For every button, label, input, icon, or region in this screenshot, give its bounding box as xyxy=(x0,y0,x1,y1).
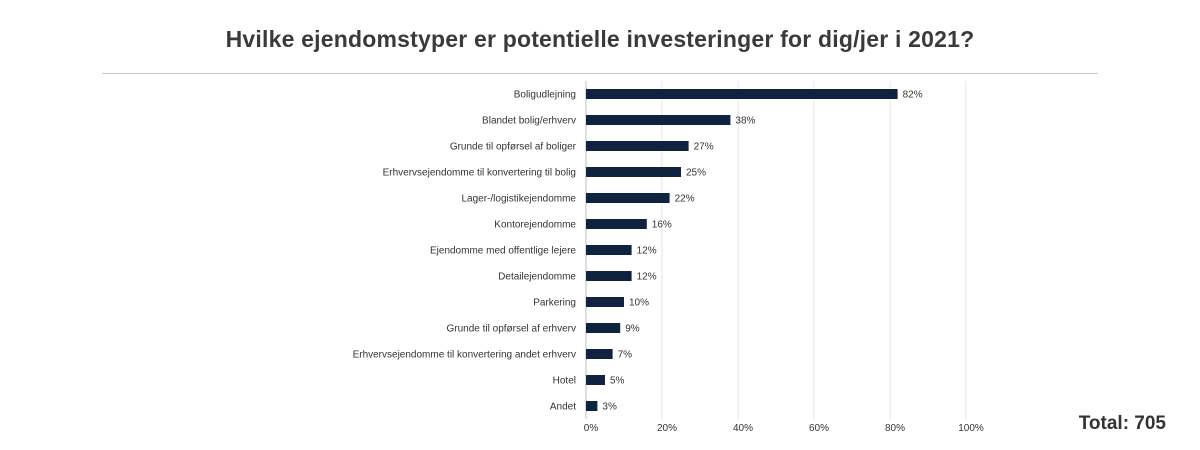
category-labels: Boligudlejning Blandet bolig/erhverv Grund… xyxy=(353,90,577,413)
bars xyxy=(586,89,898,411)
data-label: 12% xyxy=(637,246,657,257)
x-axis-ticks: 0% 20% 40% 60% 80% 100% xyxy=(584,423,984,434)
data-label: 38% xyxy=(735,116,755,127)
category-label: Kontorejendomme xyxy=(494,220,576,231)
x-tick-label: 40% xyxy=(733,423,753,434)
data-label: 27% xyxy=(694,142,714,153)
bar xyxy=(586,89,898,99)
bar xyxy=(586,271,632,281)
x-tick-label: 60% xyxy=(809,423,829,434)
data-label: 25% xyxy=(686,168,706,179)
bar xyxy=(586,245,632,255)
category-label: Grunde til opførsel af erhverv xyxy=(447,324,577,335)
value-labels: 82% 38% 27% 25% 22% 16% 12% 12% 10% 9% 7% 5% 3% xyxy=(602,90,922,413)
data-label: 5% xyxy=(610,376,625,387)
data-label: 22% xyxy=(675,194,695,205)
total-count: Total: 705 xyxy=(1078,413,1166,434)
bar xyxy=(586,297,624,307)
category-label: Hotel xyxy=(553,376,576,387)
category-label: Boligudlejning xyxy=(514,90,576,101)
data-label: 82% xyxy=(903,90,923,101)
bar xyxy=(586,219,647,229)
category-label: Erhvervsejendomme til konvertering til b… xyxy=(383,168,576,179)
x-tick-label: 20% xyxy=(657,423,677,434)
bar xyxy=(586,375,605,385)
data-label: 3% xyxy=(602,402,617,413)
x-tick-label: 80% xyxy=(885,423,905,434)
bar xyxy=(586,115,731,125)
x-tick-label: 0% xyxy=(584,423,599,434)
data-label: 10% xyxy=(629,298,649,309)
category-label: Parkering xyxy=(533,298,576,309)
chart-title: Hvilke ejendomstyper er potentielle inve… xyxy=(225,26,975,52)
bar xyxy=(586,167,681,177)
data-label: 9% xyxy=(625,324,640,335)
data-label: 7% xyxy=(618,350,633,361)
bar xyxy=(586,193,670,203)
data-label: 12% xyxy=(637,272,657,283)
data-label: 16% xyxy=(652,220,672,231)
bar xyxy=(586,401,598,411)
category-label: Lager-/logistikejendomme xyxy=(461,194,576,205)
title-divider xyxy=(102,73,1098,74)
category-label: Erhvervsejendomme til konvertering andet… xyxy=(353,350,576,361)
bar xyxy=(586,349,613,359)
category-label: Blandet bolig/erhverv xyxy=(482,116,576,127)
category-label: Andet xyxy=(550,402,576,413)
bar xyxy=(586,141,689,151)
x-tick-label: 100% xyxy=(958,423,984,434)
category-label: Grunde til opførsel af boliger xyxy=(450,142,577,153)
category-label: Detailejendomme xyxy=(498,272,576,283)
bar xyxy=(586,323,621,333)
category-label: Ejendomme med offentlige lejere xyxy=(430,246,576,257)
